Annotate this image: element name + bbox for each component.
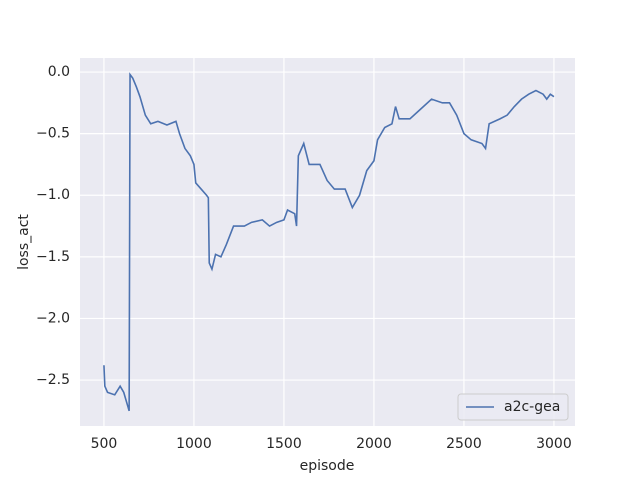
line [103,72,555,412]
y-tick-label: −2.0 [36,310,70,326]
legend-label: a2c-gea [504,399,560,415]
y-axis-label: loss_act [16,214,32,270]
y-tick-label: −0.5 [36,126,70,142]
x-tick-label: 2000 [356,436,392,452]
x-tick-label: 500 [91,436,118,452]
y-tick-label: 0.0 [48,64,70,80]
x-axis-label: episode [300,458,355,474]
y-tick-label: −1.5 [36,249,70,265]
y-tick-label: −1.0 [36,187,70,203]
plot-area [80,58,575,426]
y-tick-label: −2.5 [36,372,70,388]
legend-box [457,393,569,421]
x-tick-label: 3000 [536,436,572,452]
x-tick-label: 1500 [266,436,302,452]
x-tick-label: 2500 [446,436,482,452]
x-tick-label: 1000 [176,436,212,452]
